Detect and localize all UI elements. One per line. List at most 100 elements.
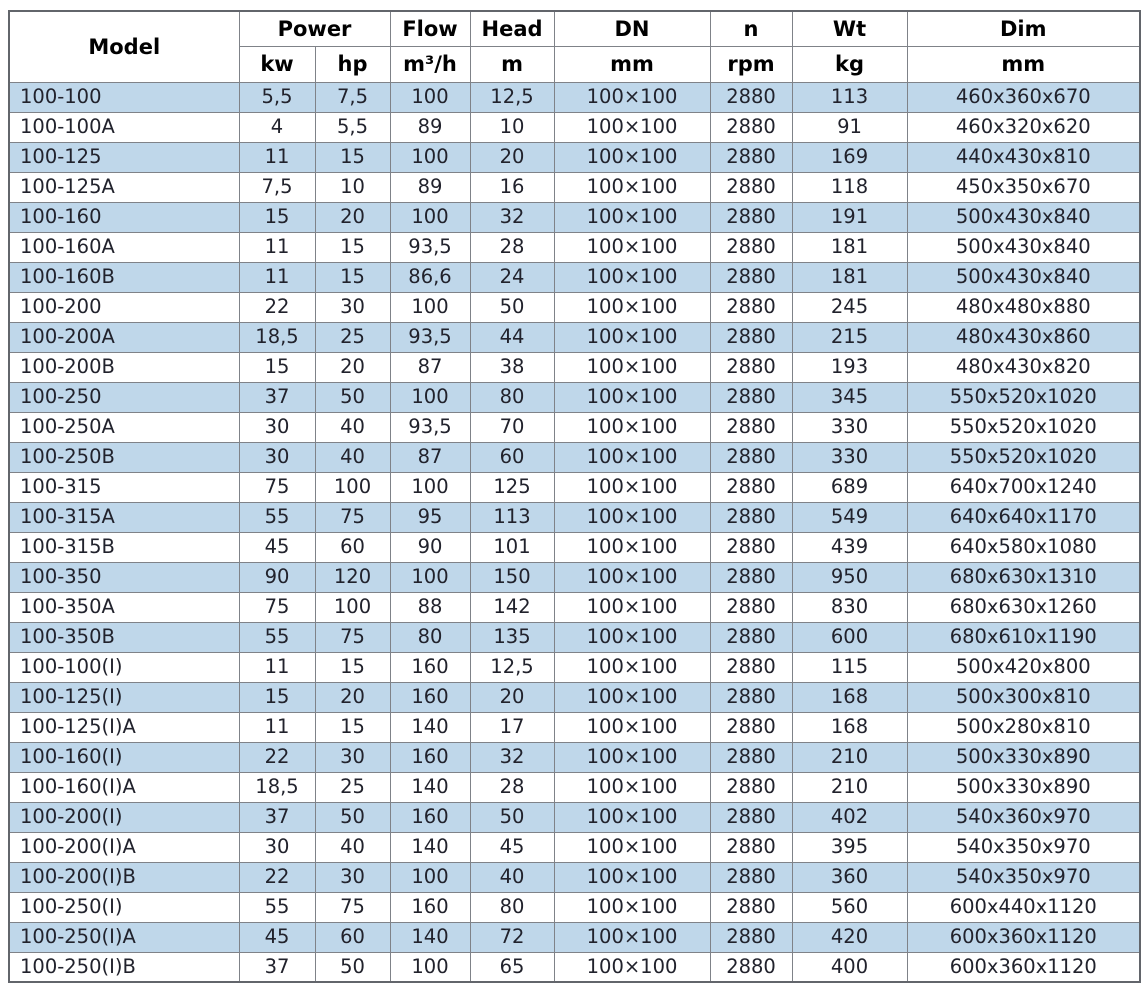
cell-power_kw: 15 <box>238 681 316 713</box>
cell-dim_mm: 500x420x800 <box>906 651 1141 683</box>
cell-model: 100-350B <box>8 621 240 653</box>
cell-flow_m3h: 100 <box>389 561 471 593</box>
col-header-power: Power <box>238 10 391 47</box>
cell-n_rpm: 2880 <box>709 171 793 203</box>
cell-model: 100-200(I)A <box>8 831 240 863</box>
cell-wt_kg: 439 <box>791 531 908 563</box>
cell-dn_mm: 100×100 <box>553 231 711 263</box>
table-row: 100-200(I) 37 50 160 50 100×100 2880 402 540x360… <box>8 801 1141 833</box>
cell-power_kw: 4 <box>238 111 316 143</box>
cell-wt_kg: 330 <box>791 441 908 473</box>
cell-wt_kg: 245 <box>791 291 908 323</box>
cell-dim_mm: 550x520x1020 <box>906 441 1141 473</box>
cell-wt_kg: 950 <box>791 561 908 593</box>
cell-n_rpm: 2880 <box>709 741 793 773</box>
cell-n_rpm: 2880 <box>709 921 793 953</box>
cell-dn_mm: 100×100 <box>553 951 711 983</box>
table-row: 100-350 90 120 100 150 100×100 2880 950 680x630x… <box>8 561 1141 593</box>
table-row: 100-315A 55 75 95 113 100×100 2880 549 640x640x1… <box>8 501 1141 533</box>
cell-model: 100-250A <box>8 411 240 443</box>
unit-header-dnmm: mm <box>553 45 711 83</box>
cell-flow_m3h: 140 <box>389 711 471 743</box>
cell-flow_m3h: 88 <box>389 591 471 623</box>
cell-dim_mm: 550x520x1020 <box>906 381 1141 413</box>
cell-wt_kg: 181 <box>791 261 908 293</box>
cell-head_m: 60 <box>469 441 555 473</box>
cell-power_hp: 50 <box>314 381 391 413</box>
cell-power_hp: 30 <box>314 291 391 323</box>
cell-flow_m3h: 93,5 <box>389 231 471 263</box>
cell-wt_kg: 168 <box>791 681 908 713</box>
cell-n_rpm: 2880 <box>709 801 793 833</box>
cell-dim_mm: 460x320x620 <box>906 111 1141 143</box>
cell-dn_mm: 100×100 <box>553 141 711 173</box>
cell-flow_m3h: 90 <box>389 531 471 563</box>
cell-n_rpm: 2880 <box>709 621 793 653</box>
cell-n_rpm: 2880 <box>709 501 793 533</box>
cell-n_rpm: 2880 <box>709 591 793 623</box>
unit-header-hp: hp <box>314 45 391 83</box>
table-row: 100-125 11 15 100 20 100×100 2880 169 440x430x81… <box>8 141 1141 173</box>
cell-wt_kg: 830 <box>791 591 908 623</box>
cell-power_kw: 11 <box>238 141 316 173</box>
cell-power_hp: 40 <box>314 831 391 863</box>
cell-wt_kg: 210 <box>791 771 908 803</box>
table-row: 100-250(I) 55 75 160 80 100×100 2880 560 600x440… <box>8 891 1141 923</box>
cell-dim_mm: 640x580x1080 <box>906 531 1141 563</box>
cell-flow_m3h: 100 <box>389 861 471 893</box>
cell-power_hp: 10 <box>314 171 391 203</box>
table-body: 100-100 5,5 7,5 100 12,5 100×100 2880 113 460x36… <box>8 81 1141 983</box>
cell-n_rpm: 2880 <box>709 291 793 323</box>
cell-dn_mm: 100×100 <box>553 711 711 743</box>
cell-model: 100-125(I)A <box>8 711 240 743</box>
cell-power_kw: 45 <box>238 531 316 563</box>
cell-head_m: 12,5 <box>469 81 555 113</box>
cell-flow_m3h: 100 <box>389 81 471 113</box>
cell-head_m: 50 <box>469 801 555 833</box>
cell-power_hp: 15 <box>314 261 391 293</box>
cell-dim_mm: 500x280x810 <box>906 711 1141 743</box>
cell-n_rpm: 2880 <box>709 471 793 503</box>
cell-dim_mm: 640x640x1170 <box>906 501 1141 533</box>
cell-wt_kg: 549 <box>791 501 908 533</box>
cell-flow_m3h: 100 <box>389 291 471 323</box>
unit-header-rpm: rpm <box>709 45 793 83</box>
cell-power_hp: 75 <box>314 621 391 653</box>
cell-model: 100-250(I)A <box>8 921 240 953</box>
table-row: 100-125(I) 15 20 160 20 100×100 2880 168 500x300… <box>8 681 1141 713</box>
cell-power_hp: 20 <box>314 351 391 383</box>
cell-model: 100-160(I)A <box>8 771 240 803</box>
cell-dim_mm: 680x630x1260 <box>906 591 1141 623</box>
table-row: 100-160A 11 15 93,5 28 100×100 2880 181 500x430x… <box>8 231 1141 263</box>
cell-power_kw: 37 <box>238 951 316 983</box>
unit-header-m3h: m³/h <box>389 45 471 83</box>
cell-n_rpm: 2880 <box>709 411 793 443</box>
cell-head_m: 50 <box>469 291 555 323</box>
cell-dim_mm: 480x480x880 <box>906 291 1141 323</box>
cell-flow_m3h: 89 <box>389 171 471 203</box>
cell-head_m: 32 <box>469 201 555 233</box>
cell-power_kw: 22 <box>238 741 316 773</box>
cell-dn_mm: 100×100 <box>553 501 711 533</box>
cell-flow_m3h: 93,5 <box>389 411 471 443</box>
cell-flow_m3h: 160 <box>389 741 471 773</box>
cell-wt_kg: 191 <box>791 201 908 233</box>
cell-n_rpm: 2880 <box>709 681 793 713</box>
table-row: 100-100A 4 5,5 89 10 100×100 2880 91 460x320x620 <box>8 111 1141 143</box>
cell-power_kw: 22 <box>238 861 316 893</box>
cell-power_kw: 15 <box>238 351 316 383</box>
cell-wt_kg: 395 <box>791 831 908 863</box>
cell-head_m: 101 <box>469 531 555 563</box>
cell-wt_kg: 402 <box>791 801 908 833</box>
cell-head_m: 32 <box>469 741 555 773</box>
cell-n_rpm: 2880 <box>709 141 793 173</box>
cell-wt_kg: 600 <box>791 621 908 653</box>
cell-power_kw: 75 <box>238 471 316 503</box>
cell-head_m: 80 <box>469 891 555 923</box>
cell-power_hp: 20 <box>314 681 391 713</box>
cell-head_m: 28 <box>469 231 555 263</box>
cell-dn_mm: 100×100 <box>553 561 711 593</box>
cell-wt_kg: 193 <box>791 351 908 383</box>
cell-dn_mm: 100×100 <box>553 681 711 713</box>
table-row: 100-350B 55 75 80 135 100×100 2880 600 680x610x1… <box>8 621 1141 653</box>
